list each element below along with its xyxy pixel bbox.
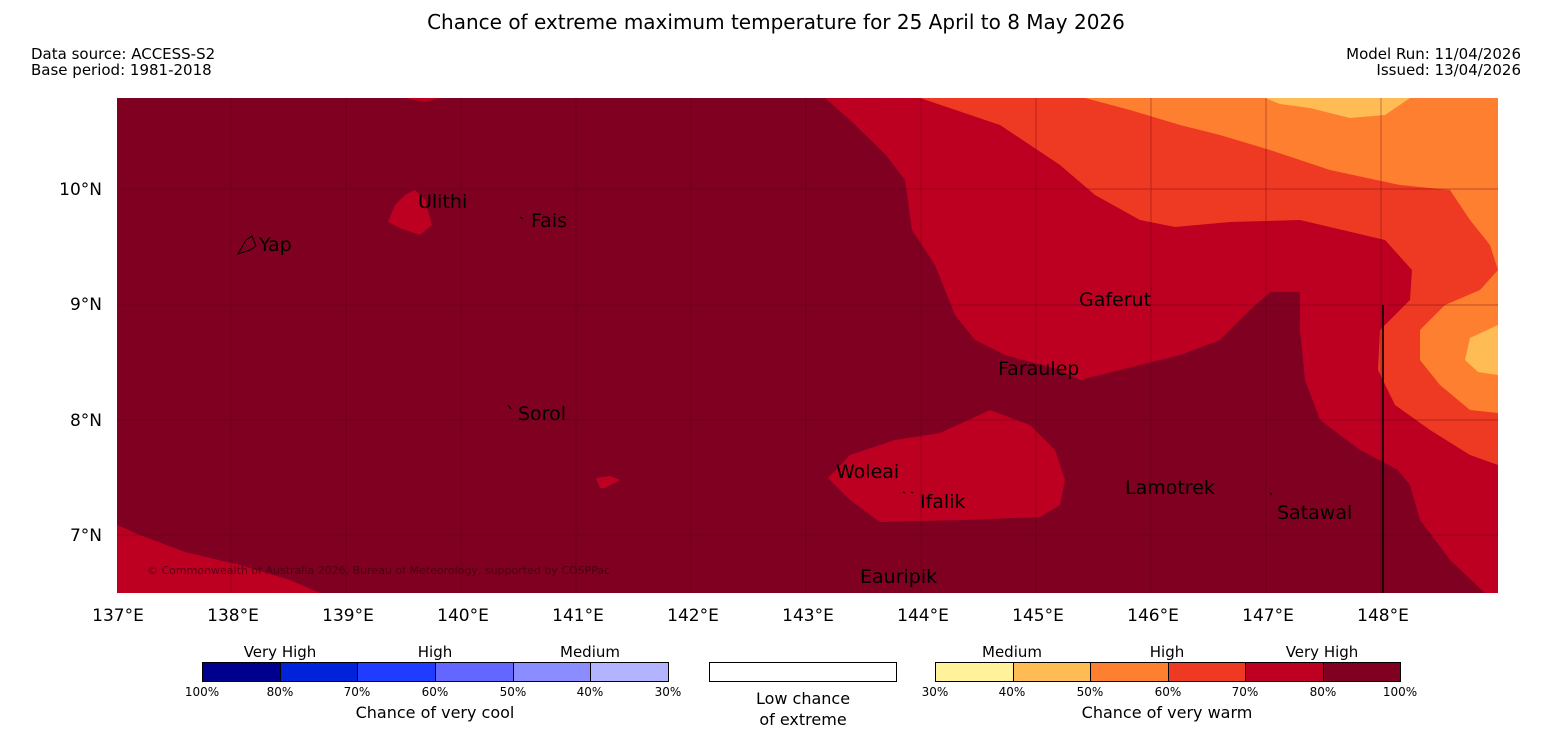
- place-label-ulithi: Ulithi: [418, 191, 467, 213]
- contour-70-80-region: [405, 98, 440, 102]
- contour-70-80-region: [825, 98, 1498, 593]
- map-area: Ulithi Fais Yap Gaferut Faraulep Sorol W…: [117, 98, 1498, 593]
- copyright-text: © Commonwealth of Australia 2026, Bureau…: [147, 564, 610, 577]
- warm-colorbar-segment: [1090, 663, 1168, 681]
- warm-category-label: Medium: [982, 643, 1042, 661]
- lon-label: 143°E: [782, 606, 834, 626]
- lon-label: 145°E: [1012, 606, 1064, 626]
- meta-right: Model Run: 11/04/2026 Issued: 13/04/2026: [1346, 46, 1521, 78]
- warm-category-label: Very High: [1285, 643, 1359, 661]
- lon-label: 146°E: [1127, 606, 1179, 626]
- warm-colorbar-segment: [1012, 663, 1090, 681]
- place-label-ifalik: Ifalik: [920, 491, 966, 513]
- base-period-text: Base period: 1981-2018: [31, 61, 212, 79]
- warm-tick-label: 80%: [1309, 685, 1337, 699]
- cool-tick-label: 50%: [499, 685, 527, 699]
- place-label-woleai: Woleai: [836, 461, 899, 483]
- place-label-sorol: Sorol: [518, 403, 566, 425]
- cool-colorbar-segment: [435, 663, 513, 681]
- warm-tick-label: 70%: [1231, 685, 1259, 699]
- warm-tick-label: 50%: [1076, 685, 1104, 699]
- island-shapes: [236, 216, 1273, 496]
- warm-colorbar-segment: [1322, 663, 1400, 681]
- place-label-yap: Yap: [258, 234, 292, 256]
- contour-70-80-region: [388, 190, 432, 235]
- neutral-caption-line1: Low chance: [755, 689, 851, 708]
- cool-tick-label: 40%: [576, 685, 604, 699]
- warm-legend-caption: Chance of very warm: [1081, 703, 1253, 722]
- place-label-lamotrek: Lamotrek: [1125, 477, 1215, 499]
- forecast-map: Ulithi Fais Yap Gaferut Faraulep Sorol W…: [59, 98, 1498, 626]
- issued-text: Issued: 13/04/2026: [1376, 61, 1521, 79]
- contour-70-80-region: [828, 410, 1065, 522]
- lon-label: 139°E: [322, 606, 374, 626]
- cool-legend-caption: Chance of very cool: [355, 703, 515, 722]
- contour-70-80-region: [117, 525, 320, 593]
- warm-category-label: High: [1149, 643, 1185, 661]
- contour-40-50-region: [1465, 325, 1498, 375]
- meta-left: Data source: ACCESS-S2 Base period: 1981…: [31, 46, 215, 78]
- data-source-text: Data source: ACCESS-S2: [31, 45, 216, 63]
- lat-label: 8°N: [70, 411, 102, 431]
- cool-colorbar-segment: [279, 663, 358, 681]
- cool-tick-label: 60%: [421, 685, 449, 699]
- longitude-labels: 137°E 138°E 139°E 140°E 141°E 142°E 143°…: [92, 606, 1409, 626]
- graticule: [117, 98, 1498, 593]
- cool-colorbar-segment: [357, 663, 436, 681]
- lon-label: 141°E: [552, 606, 604, 626]
- lon-label: 140°E: [437, 606, 489, 626]
- cool-tick-label: 70%: [343, 685, 371, 699]
- lon-label: 142°E: [667, 606, 719, 626]
- cool-tick-label: 30%: [654, 685, 682, 699]
- lon-label: 148°E: [1357, 606, 1409, 626]
- warm-colorbar: [935, 662, 1401, 682]
- contour-40-50-region: [1265, 98, 1410, 118]
- neutral-caption-line2: of extreme: [759, 710, 847, 729]
- place-label-eauripik: Eauripik: [860, 566, 937, 588]
- cool-colorbar-segment: [203, 663, 280, 681]
- warm-tick-label: 60%: [1154, 685, 1182, 699]
- contour-50-60-region: [1085, 98, 1498, 413]
- warm-tick-label: 40%: [998, 685, 1026, 699]
- lon-label: 138°E: [207, 606, 259, 626]
- warm-colorbar-segment: [936, 663, 1013, 681]
- lat-label: 7°N: [70, 526, 102, 546]
- cool-colorbar-segment: [590, 663, 669, 681]
- model-run-text: Model Run: 11/04/2026: [1346, 45, 1521, 63]
- place-label-faraulep: Faraulep: [998, 358, 1079, 380]
- map-title: Chance of extreme maximum temperature fo…: [427, 10, 1125, 34]
- cool-colorbar-segment: [512, 663, 591, 681]
- warm-tick-label: 30%: [921, 685, 949, 699]
- cool-colorbar: [202, 662, 669, 682]
- cool-category-label: Medium: [560, 643, 620, 661]
- warm-colorbar-segment: [1245, 663, 1323, 681]
- place-label-fais: Fais: [531, 210, 567, 232]
- lon-label: 147°E: [1242, 606, 1294, 626]
- cool-category-label: Very High: [243, 643, 317, 661]
- lon-label: 137°E: [92, 606, 144, 626]
- warm-tick-label: 100%: [1382, 685, 1418, 699]
- cool-category-label: High: [417, 643, 453, 661]
- contour-60-70-region: [920, 98, 1498, 465]
- contour-70-80-region: [596, 476, 620, 488]
- lon-label: 144°E: [897, 606, 949, 626]
- lat-label: 9°N: [70, 295, 102, 315]
- cool-tick-label: 100%: [184, 685, 220, 699]
- warm-colorbar-segment: [1167, 663, 1245, 681]
- place-label-gaferut: Gaferut: [1079, 289, 1151, 311]
- latitude-labels: 10°N 9°N 8°N 7°N: [59, 180, 102, 546]
- neutral-colorbar: [709, 662, 897, 682]
- lat-label: 10°N: [59, 180, 102, 200]
- cool-tick-label: 80%: [266, 685, 294, 699]
- place-label-satawal: Satawal: [1277, 502, 1352, 524]
